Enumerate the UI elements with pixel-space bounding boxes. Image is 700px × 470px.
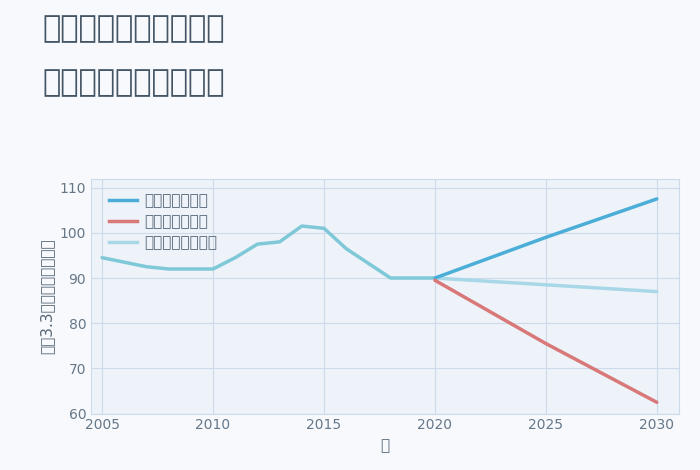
Text: 千葉県市原市金剛地の: 千葉県市原市金剛地の — [42, 14, 225, 43]
Y-axis label: 坪（3.3㎡）単価（万円）: 坪（3.3㎡）単価（万円） — [39, 238, 54, 354]
X-axis label: 年: 年 — [380, 438, 390, 453]
Legend: グッドシナリオ, バッドシナリオ, ノーマルシナリオ: グッドシナリオ, バッドシナリオ, ノーマルシナリオ — [104, 188, 222, 255]
Text: 中古戸建ての価格推移: 中古戸建ての価格推移 — [42, 68, 225, 97]
